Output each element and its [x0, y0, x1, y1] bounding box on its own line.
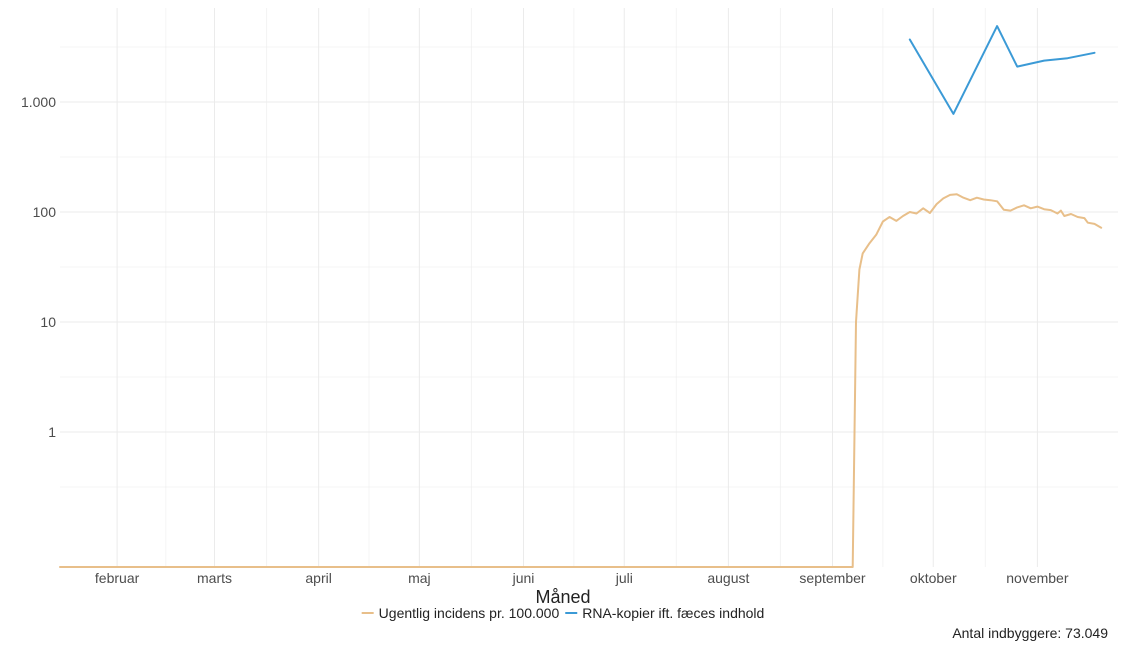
x-tick-label: juni: [512, 570, 535, 586]
x-tick-label: april: [305, 570, 331, 586]
series-line-2: [910, 26, 1095, 114]
x-tick-label: juli: [615, 570, 633, 586]
y-tick-label: 10: [40, 314, 56, 330]
x-tick-label: august: [707, 570, 749, 586]
x-tick-label: november: [1006, 570, 1069, 586]
x-tick-label: maj: [408, 570, 431, 586]
legend: Ugentlig incidens pr. 100.000 RNA-kopier …: [362, 605, 765, 621]
x-axis-ticks: februar marts april maj juni juli august septem…: [95, 570, 1069, 586]
caption: Antal indbyggere: 73.049: [952, 625, 1108, 641]
legend-label-1: Ugentlig incidens pr. 100.000: [379, 605, 560, 621]
x-tick-label: oktober: [910, 570, 957, 586]
x-tick-label: september: [799, 570, 865, 586]
y-tick-label: 100: [33, 204, 57, 220]
y-tick-label: 1: [48, 424, 56, 440]
series-line-1: [60, 194, 1101, 567]
grid-layer: [60, 8, 1118, 567]
y-tick-label: 1.000: [21, 94, 56, 110]
legend-label-2: RNA-kopier ift. fæces indhold: [582, 605, 764, 621]
x-tick-label: marts: [197, 570, 232, 586]
x-axis-title: Måned: [535, 587, 590, 607]
x-tick-label: februar: [95, 570, 140, 586]
y-axis-ticks: 1 10 100 1.000: [21, 94, 56, 440]
series-layer: [60, 26, 1101, 567]
